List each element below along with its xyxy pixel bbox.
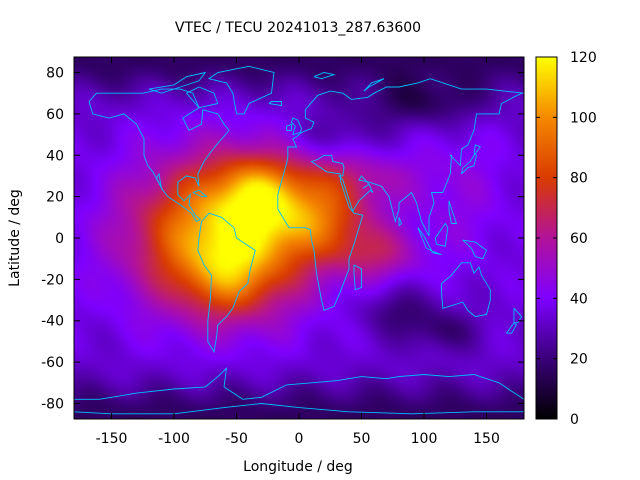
coastline-antarctica xyxy=(74,367,525,400)
coastlines xyxy=(73,65,525,415)
coastline-java xyxy=(430,249,442,255)
coastline-antarctica-shelf xyxy=(73,403,524,415)
x-tick-label: -50 xyxy=(225,431,248,447)
coastline-novaya-zemlya xyxy=(363,78,385,92)
y-tick-label: -80 xyxy=(41,396,64,412)
coastline-arabia-east xyxy=(362,183,370,189)
coastline-greenland xyxy=(207,65,275,115)
coastline-japan xyxy=(461,144,482,175)
colorbar-tick-label: 60 xyxy=(570,231,588,247)
x-tick-label: 100 xyxy=(411,431,438,447)
coastline-borneo xyxy=(434,222,449,247)
coastline-australia xyxy=(441,262,491,318)
x-tick-label: 150 xyxy=(473,431,500,447)
x-tick-label: 0 xyxy=(295,431,304,447)
y-tick-label: 0 xyxy=(55,231,64,247)
coastline-new-guinea xyxy=(462,239,488,260)
coastline-baffin xyxy=(185,86,219,109)
heatmap-layer xyxy=(74,57,524,419)
x-tick-label: -100 xyxy=(158,431,190,447)
coastline-sri-lanka xyxy=(398,217,403,227)
coastline-philippines xyxy=(448,200,458,224)
coastline-new-zealand xyxy=(513,307,523,324)
y-tick-label: -20 xyxy=(41,272,64,288)
colorbar-tick-label: 80 xyxy=(570,171,588,187)
chart-title: VTEC / TECU 20241013_287.63600 xyxy=(175,20,421,36)
coastline-madagascar xyxy=(353,264,362,291)
x-axis-label: Longitude / deg xyxy=(243,459,353,475)
x-tick-label: -150 xyxy=(96,431,128,447)
y-tick-label: -40 xyxy=(41,314,64,330)
y-tick-label: 20 xyxy=(46,190,64,206)
y-tick-label: 60 xyxy=(46,107,64,123)
y-tick-label: -60 xyxy=(41,355,64,371)
x-axis: -150 -100 -50 0 50 100 150 xyxy=(96,57,500,447)
coastline-ireland xyxy=(286,123,292,131)
colorbar-tick-label: 40 xyxy=(570,291,588,307)
coastline-canadian-arch xyxy=(148,71,207,94)
y-tick-label: 80 xyxy=(46,66,64,82)
y-tick-label: 40 xyxy=(46,148,64,164)
colorbar-axis: 0 20 40 60 80 100 120 xyxy=(536,50,597,428)
y-axis-label: Latitude / deg xyxy=(7,189,23,287)
y-axis: -80 -60 -40 -20 0 20 40 60 80 xyxy=(41,66,524,412)
coastline-north-america xyxy=(88,88,230,223)
coastline-iceland xyxy=(268,101,282,107)
colorbar-tick-label: 0 xyxy=(570,412,579,428)
coastline-eurasia-africa xyxy=(277,78,525,312)
colorbar-tick-label: 120 xyxy=(570,50,597,66)
vtec-heatmap xyxy=(74,57,524,419)
colorbar-tick-label: 100 xyxy=(570,110,597,126)
coastline-cuba xyxy=(192,189,208,198)
coastline-new-zealand-south xyxy=(506,322,518,334)
coastline-svalbard xyxy=(313,72,336,80)
x-tick-label: 50 xyxy=(353,431,371,447)
coastline-britain xyxy=(290,117,302,136)
coastline-south-america xyxy=(197,212,256,354)
colorbar-tick-label: 20 xyxy=(570,352,588,368)
